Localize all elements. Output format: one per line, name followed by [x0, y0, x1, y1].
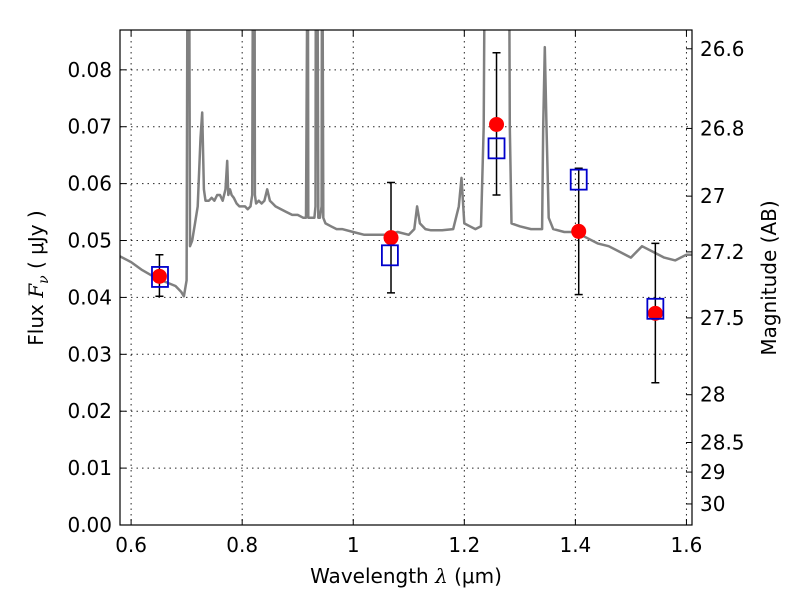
x-tick-label: 0.6	[115, 533, 147, 557]
x-tick-label: 0.8	[226, 533, 258, 557]
y-tick-label: 0.01	[67, 456, 112, 480]
observed-point	[383, 230, 399, 246]
x-tick-label: 1.6	[671, 533, 703, 557]
x-tick-label: 1.2	[448, 533, 480, 557]
model-square	[569, 168, 588, 191]
observed-point	[571, 223, 587, 239]
axis-ticks: 0.6 0.8 1 1.2 1.4 1.6 0.00 0.01 0.02 0.03 0.04 0.05…	[67, 30, 745, 557]
y-axis-title: Flux Fν ( μJy )	[24, 210, 52, 345]
right-tick-label: 28.5	[700, 431, 745, 455]
plot-area	[120, 30, 692, 384]
model-square	[380, 244, 399, 267]
right-tick-label: 29	[700, 460, 725, 484]
y-tick-label: 0.00	[67, 513, 112, 537]
right-axis-title: Magnitude (AB)	[757, 200, 781, 355]
right-tick-label: 26.6	[700, 37, 745, 61]
y-tick-label: 0.07	[67, 115, 112, 139]
observed-point	[151, 268, 167, 284]
x-axis-title: Wavelength λ (μm)	[310, 564, 502, 588]
right-tick-label: 27.2	[700, 240, 745, 264]
spectrum-line	[120, 30, 692, 298]
y-tick-label: 0.08	[67, 58, 112, 82]
y-tick-label: 0.03	[67, 342, 112, 366]
model-square	[487, 137, 506, 160]
observed-point	[647, 305, 663, 321]
model-square	[646, 297, 665, 320]
x-tick-label: 1.4	[559, 533, 591, 557]
y-tick-label: 0.04	[67, 285, 112, 309]
right-tick-label: 30	[700, 492, 725, 516]
right-tick-label: 26.8	[700, 116, 745, 140]
y-tick-label: 0.02	[67, 399, 112, 423]
y-tick-label: 0.06	[67, 172, 112, 196]
right-tick-label: 27.5	[700, 306, 745, 330]
plot-frame	[119, 29, 693, 526]
grid	[120, 30, 692, 525]
right-tick-label: 28	[700, 383, 725, 407]
y-tick-label: 0.05	[67, 229, 112, 253]
observed-point	[489, 116, 505, 132]
model-square	[151, 266, 169, 288]
x-tick-label: 1	[347, 533, 360, 557]
right-tick-label: 27	[700, 184, 725, 208]
